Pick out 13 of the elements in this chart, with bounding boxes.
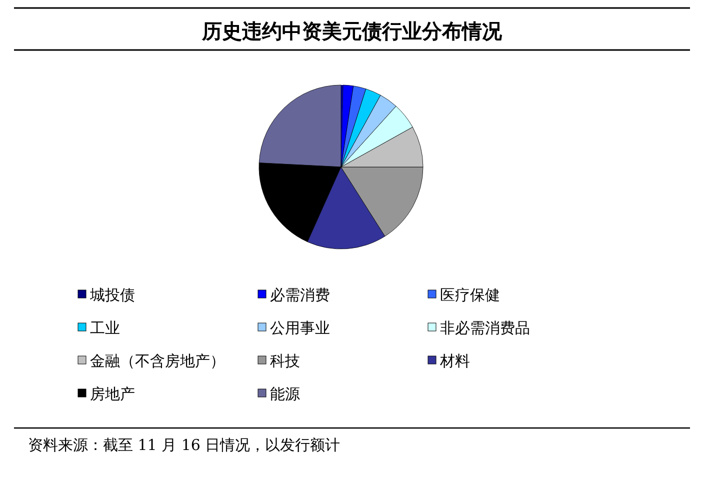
- legend-label: 房地产: [90, 385, 135, 403]
- legend-label: 必需消费: [270, 286, 330, 304]
- legend-label: 工业: [90, 319, 120, 337]
- legend-label: 能源: [270, 385, 300, 403]
- legend-label: 公用事业: [270, 319, 330, 337]
- legend-label: 材料: [439, 352, 470, 370]
- legend-label: 科技: [270, 352, 300, 370]
- text: 资料来源：截至 11 月 16 日情况，以发行额计: [28, 436, 340, 454]
- legend-label: 非必需消费品: [440, 319, 530, 337]
- legend-label: 城投债: [89, 286, 135, 304]
- legend-label: 医疗保健: [440, 286, 500, 304]
- chart-title: 历史违约中资美元债行业分布情况: [201, 19, 503, 43]
- legend-label: 金融（不含房地产）: [90, 352, 225, 370]
